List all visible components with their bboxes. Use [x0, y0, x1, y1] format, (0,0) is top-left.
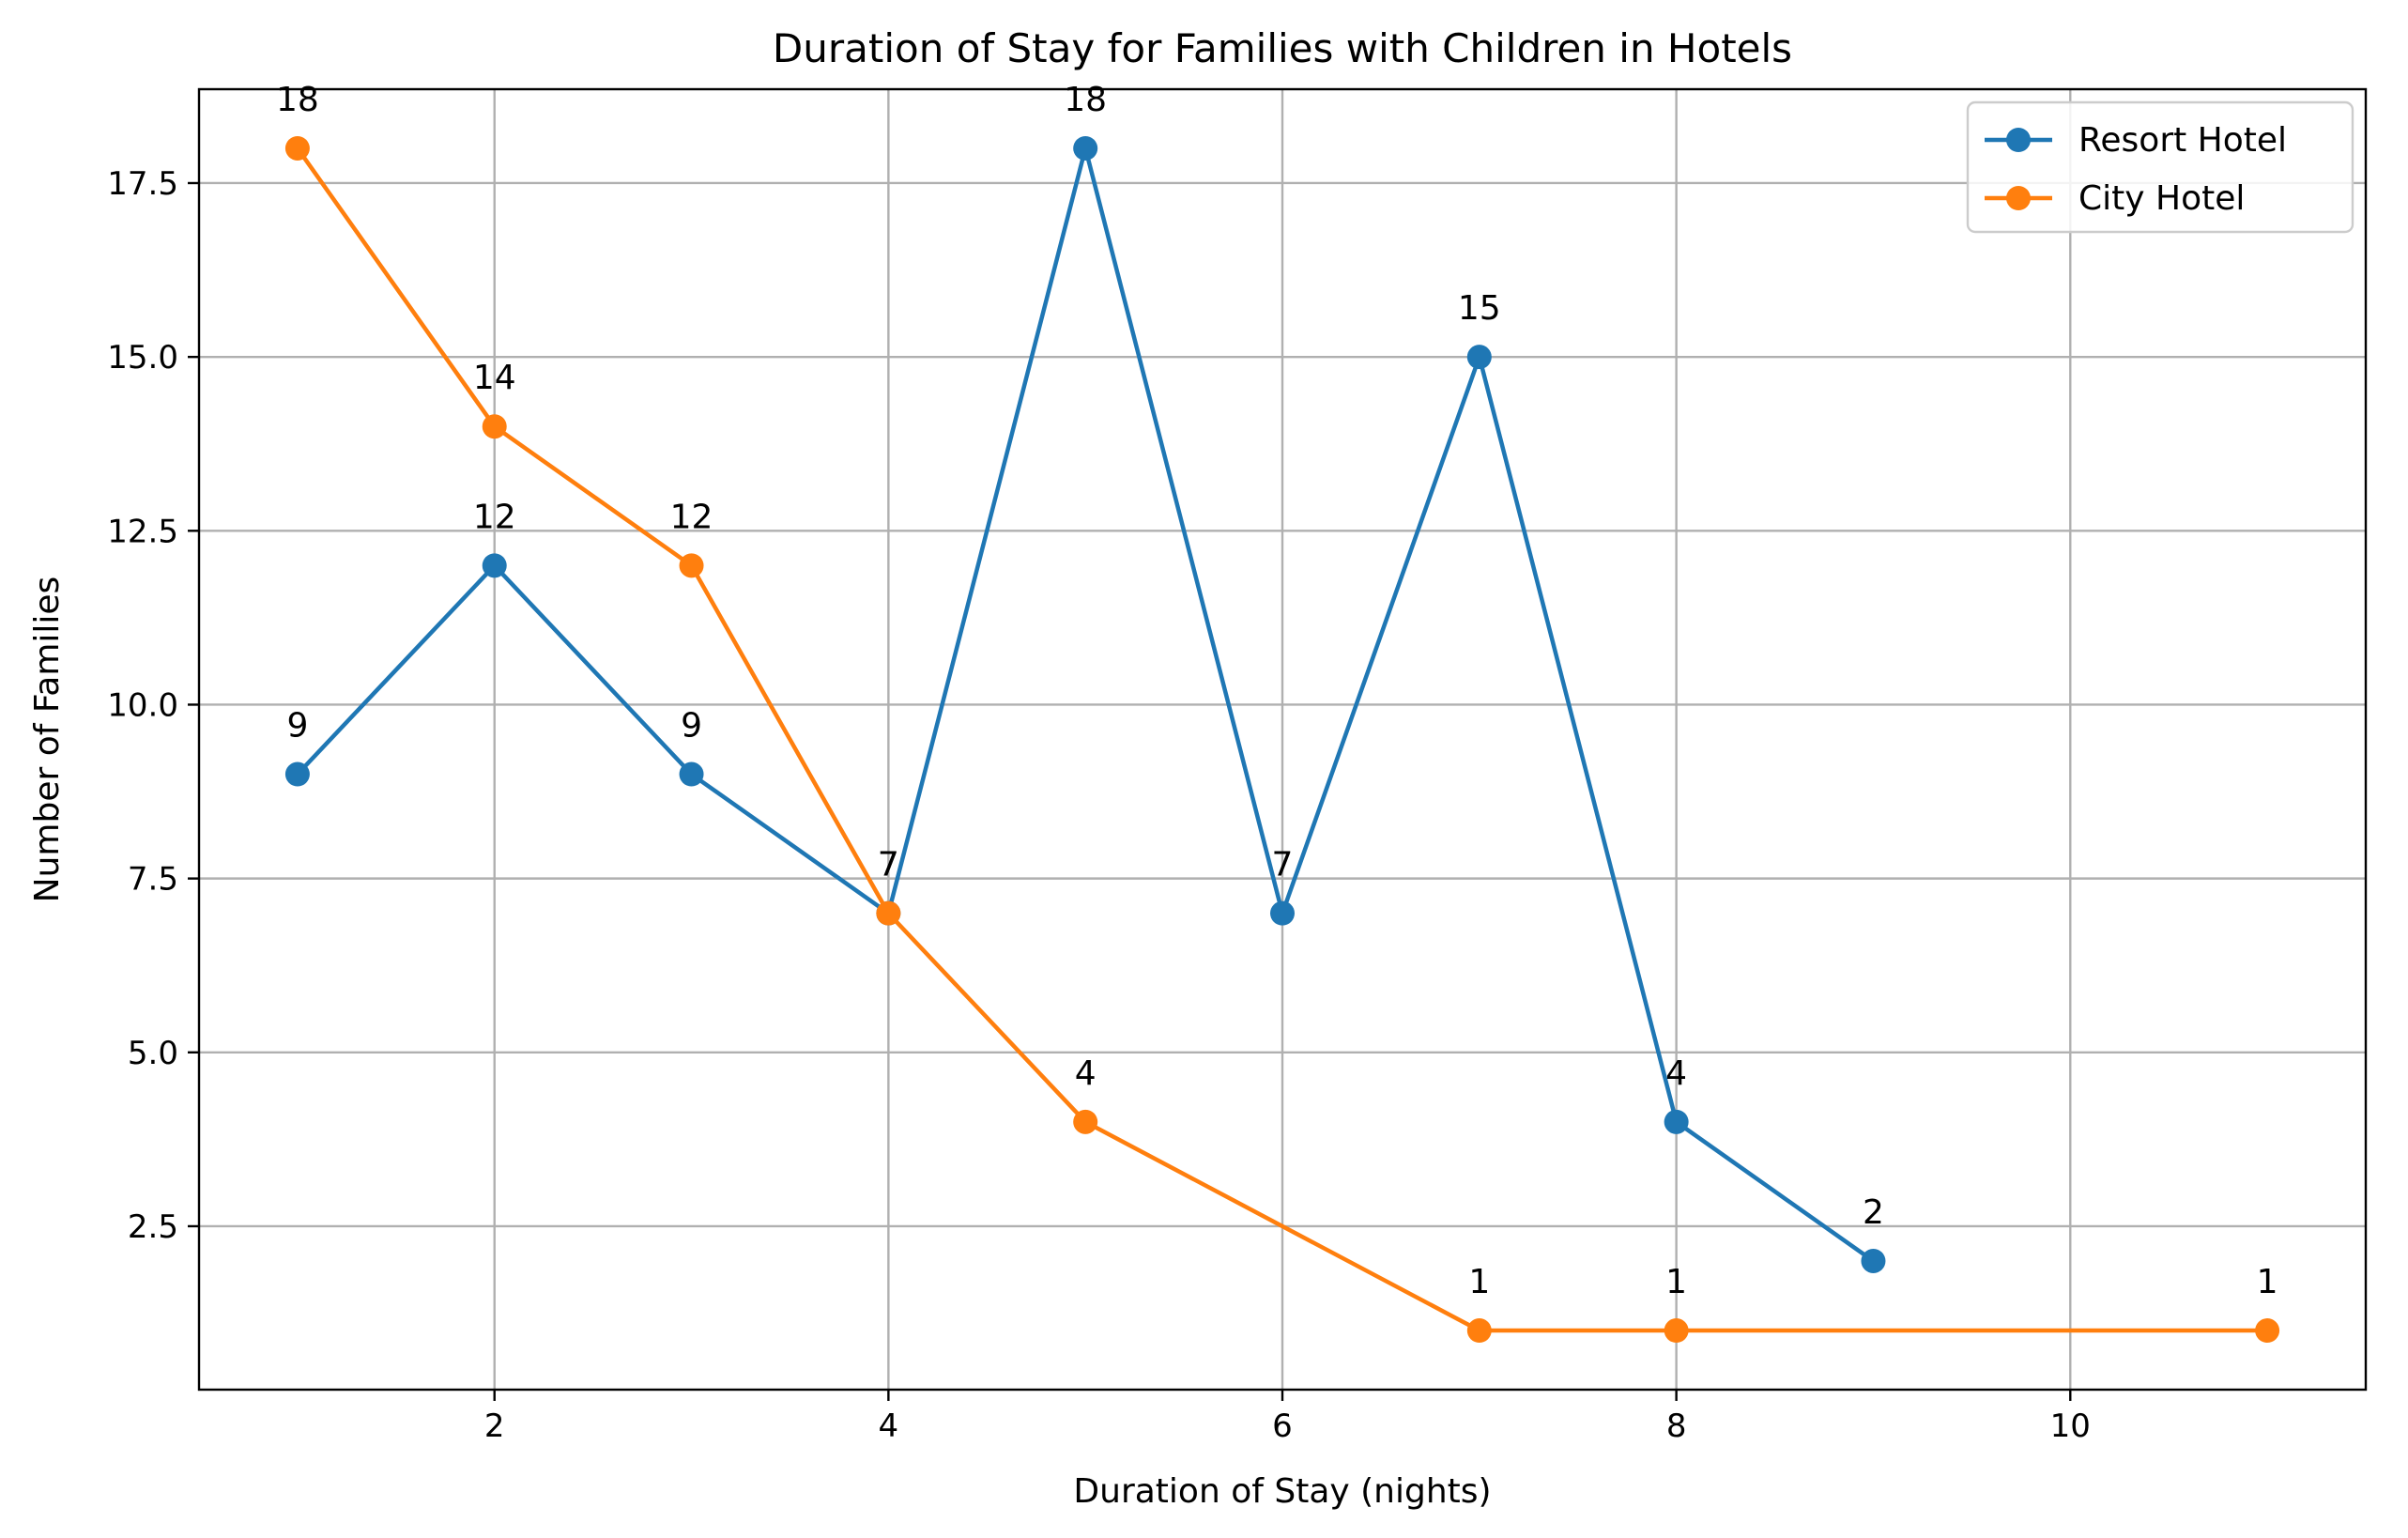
x-tick-label: 4: [879, 1407, 899, 1445]
x-axis-label: Duration of Stay (nights): [1073, 1472, 1491, 1511]
data-label: 2: [1863, 1193, 1884, 1232]
series-0-point: [679, 761, 704, 787]
series-layer: [284, 135, 2280, 1344]
series-1-point: [2255, 1318, 2280, 1344]
data-label: 1: [1665, 1263, 1687, 1301]
x-tick-label: 10: [2050, 1407, 2091, 1445]
series-0-point: [482, 553, 507, 578]
y-tick-label: 12.5: [107, 513, 178, 550]
series-0-point: [284, 761, 310, 787]
series-0-point: [1466, 345, 1492, 370]
series-line-1: [296, 146, 2268, 1333]
series-1-point: [1664, 1318, 1689, 1344]
series-0-point: [1270, 900, 1295, 926]
y-tick-label: 15.0: [107, 339, 178, 377]
data-label: 7: [878, 846, 899, 884]
data-label: 7: [878, 846, 899, 884]
legend-marker-0: [2006, 128, 2031, 152]
data-label: 4: [1075, 1054, 1097, 1093]
series-1-point: [482, 414, 507, 439]
chart-title: Duration of Stay for Families with Child…: [773, 25, 1792, 71]
series-1-point: [284, 135, 310, 161]
data-label: 4: [1665, 1054, 1687, 1093]
data-label: 9: [681, 707, 702, 746]
series-1-point: [679, 553, 704, 578]
y-tick-label: 2.5: [128, 1208, 178, 1246]
legend-marker-1: [2006, 186, 2031, 210]
x-tick-label: 6: [1272, 1407, 1293, 1445]
axis-ticks: 2 4 6 8 10 2.5 5.0 7.5 10.0 12.5 15.0 17.5: [107, 165, 2091, 1445]
series-1-point: [1073, 1109, 1098, 1134]
series-1-point: [876, 900, 901, 926]
data-label: 1: [2257, 1263, 2278, 1301]
data-label: 12: [670, 498, 713, 536]
data-label: 1: [1468, 1263, 1490, 1301]
series-1-point: [1466, 1318, 1492, 1344]
legend-label-0: Resort Hotel: [2078, 121, 2287, 160]
y-tick-label: 7.5: [128, 861, 178, 899]
y-tick-label: 17.5: [107, 165, 178, 203]
series-0-point: [1664, 1109, 1689, 1134]
data-label: 9: [286, 707, 308, 746]
data-label: 15: [1458, 289, 1501, 328]
data-label: 18: [1064, 81, 1107, 119]
series-0-point: [1861, 1248, 1886, 1273]
data-label: 12: [473, 498, 516, 536]
y-tick-label: 5.0: [128, 1035, 178, 1072]
series-0-point: [1073, 135, 1098, 161]
data-label: 14: [473, 359, 516, 397]
data-label: 18: [276, 81, 319, 119]
x-tick-label: 8: [1666, 1407, 1687, 1445]
legend: Resort Hotel City Hotel: [1966, 100, 2354, 234]
data-label: 7: [1272, 846, 1294, 884]
y-axis-label: Number of Families: [28, 577, 67, 903]
x-tick-label: 2: [484, 1407, 505, 1445]
legend-label-1: City Hotel: [2078, 179, 2245, 218]
legend-box: [1966, 100, 2354, 234]
grid-lines: [199, 89, 2366, 1390]
y-tick-label: 10.0: [107, 686, 178, 724]
